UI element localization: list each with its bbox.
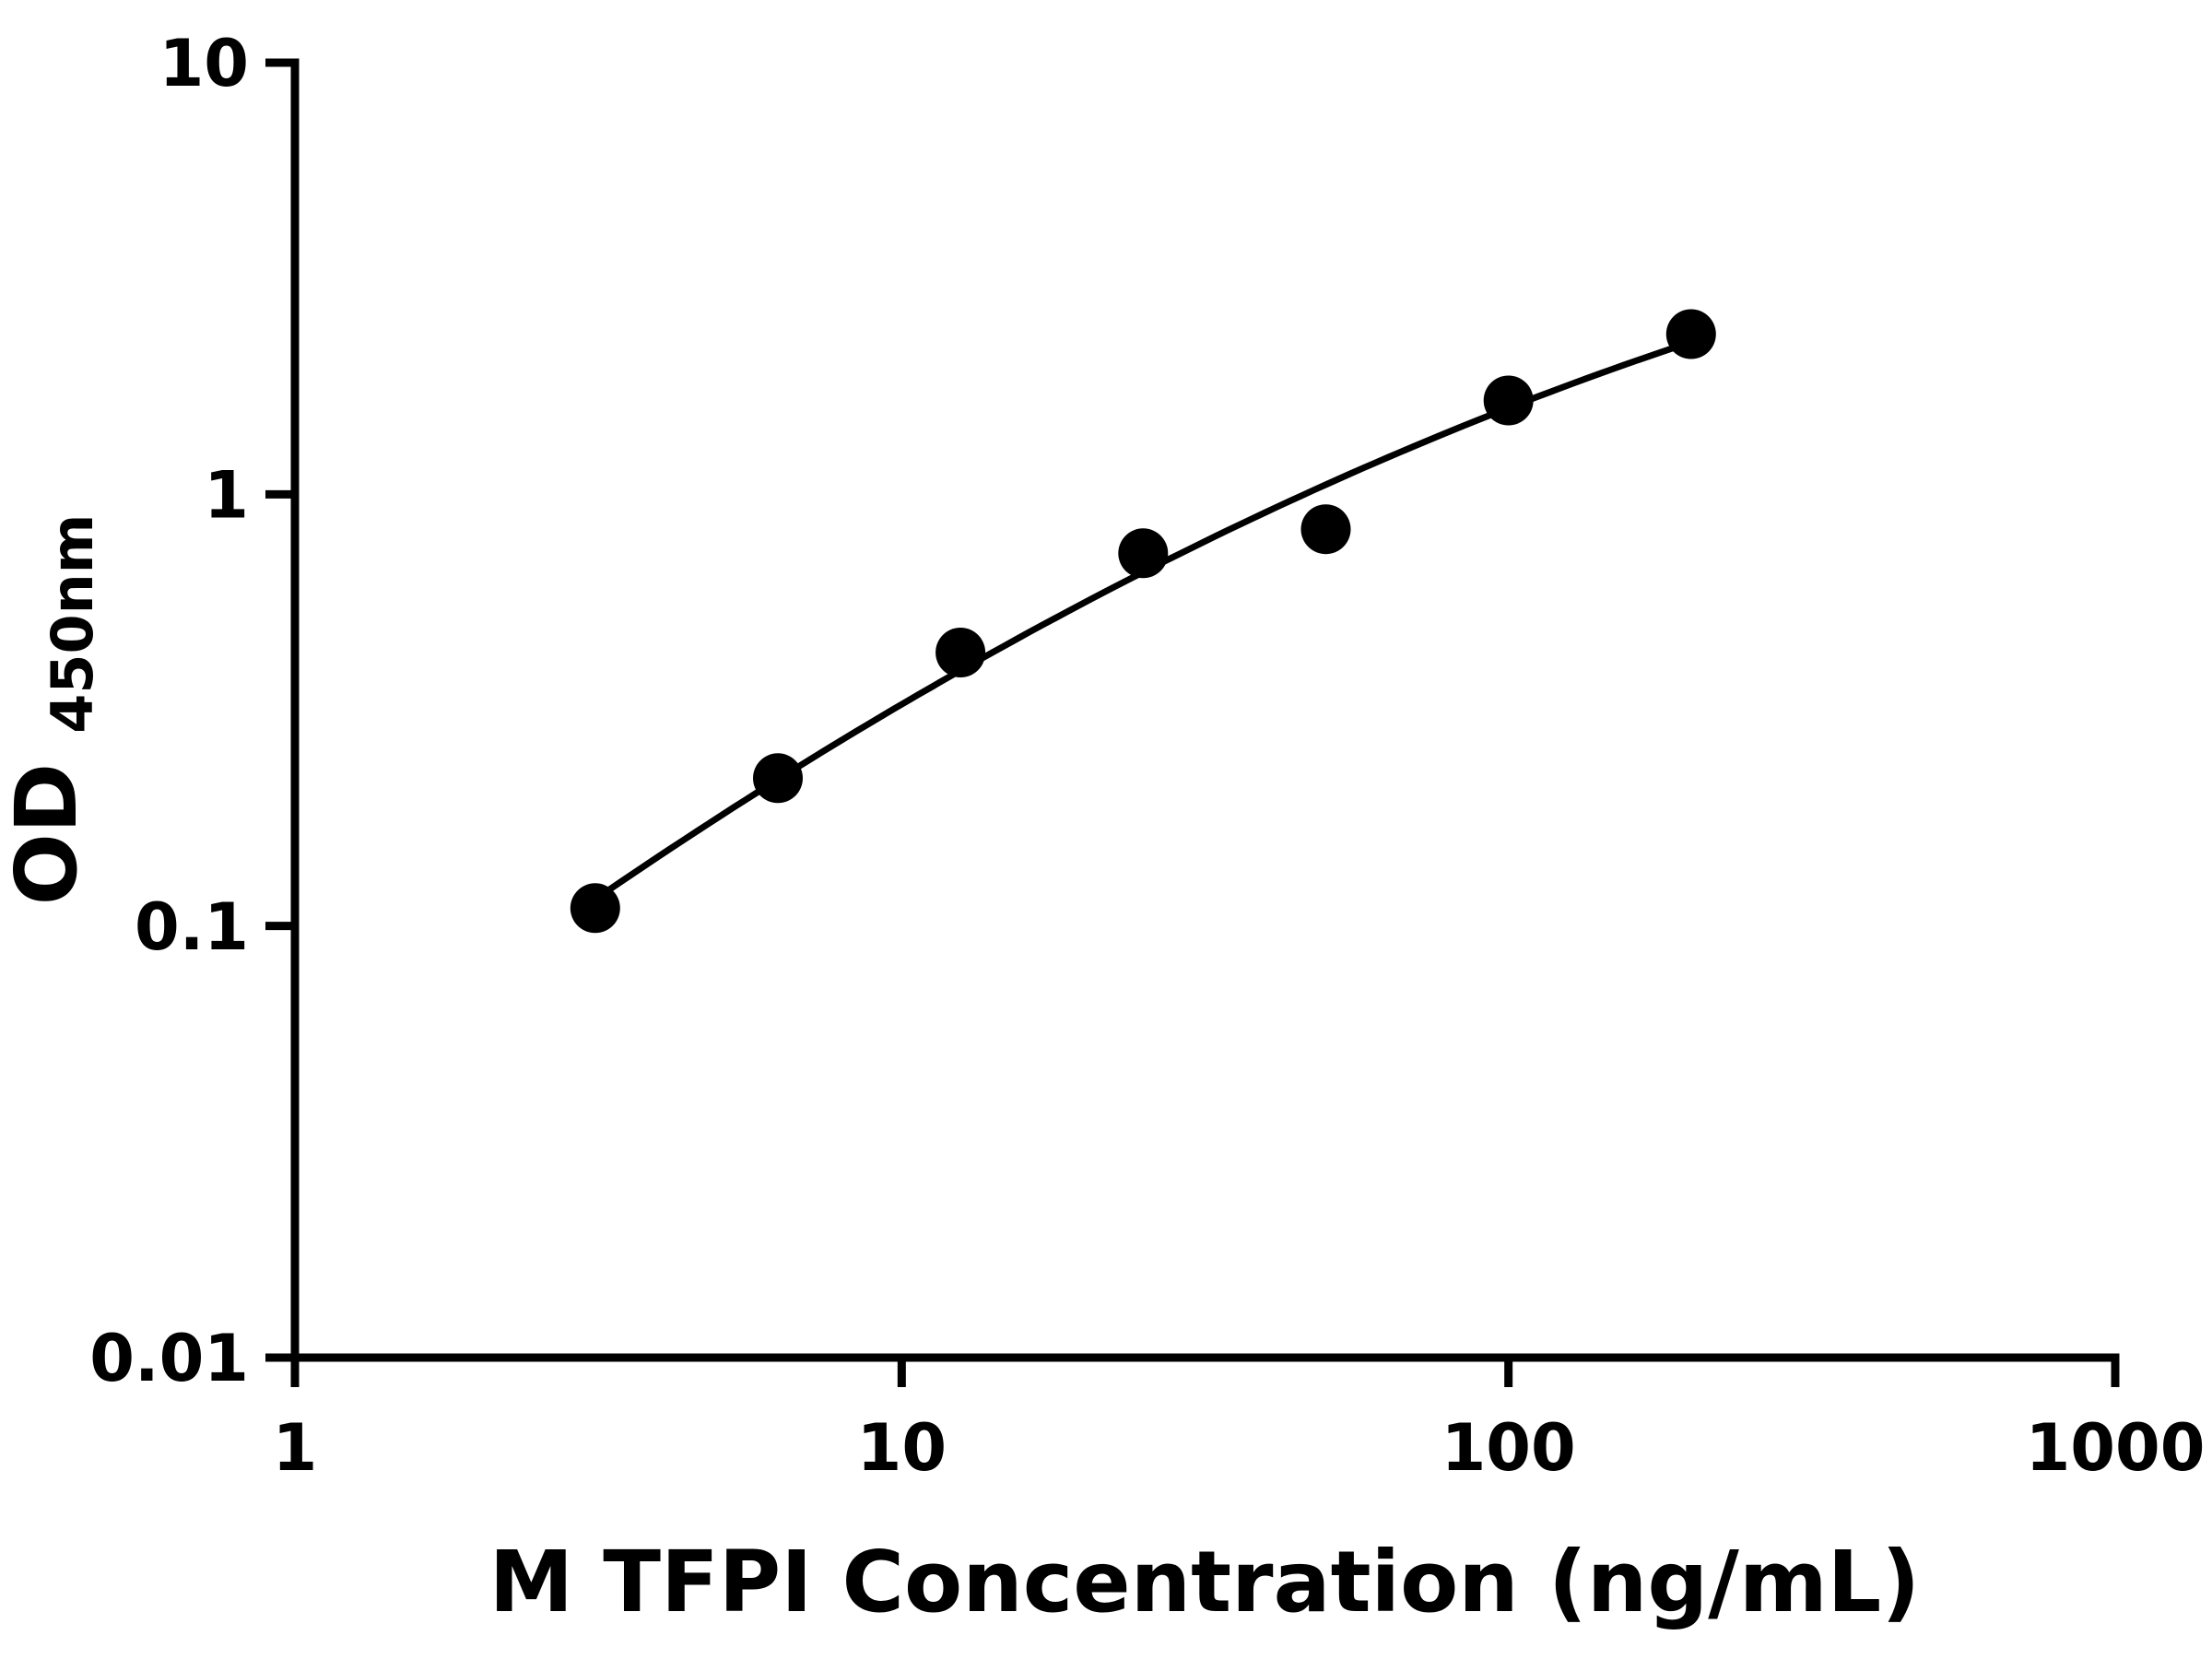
y-tick-label: 1 <box>204 458 249 534</box>
data-point <box>1300 504 1351 555</box>
y-tick-label: 0.01 <box>89 1321 249 1396</box>
x-axis-title: M TFPI Concentration (ng/mL) <box>489 1533 1921 1631</box>
plot-area: 1 10 100 1000 0.01 0.1 1 10 <box>89 26 2205 1486</box>
data-point <box>1665 309 1716 359</box>
x-tick-label: 100 <box>1441 1410 1576 1486</box>
x-tick-label: 1000 <box>2026 1410 2206 1486</box>
y-axis-title-main: OD <box>0 763 96 906</box>
x-tick-label: 10 <box>857 1410 947 1486</box>
axes-spines <box>290 58 2120 1362</box>
y-axis-title: OD 450nm <box>0 514 106 906</box>
data-point <box>753 753 803 804</box>
data-point <box>1118 528 1169 579</box>
fit-curve <box>581 336 1701 911</box>
data-point <box>570 883 620 934</box>
y-tick-label: 10 <box>159 26 249 101</box>
data-point <box>935 628 986 677</box>
x-tick-label: 1 <box>273 1410 318 1486</box>
y-axis-title-sub: 450nm <box>39 514 106 734</box>
y-tick-label: 0.1 <box>135 889 249 965</box>
data-point <box>1483 375 1534 426</box>
